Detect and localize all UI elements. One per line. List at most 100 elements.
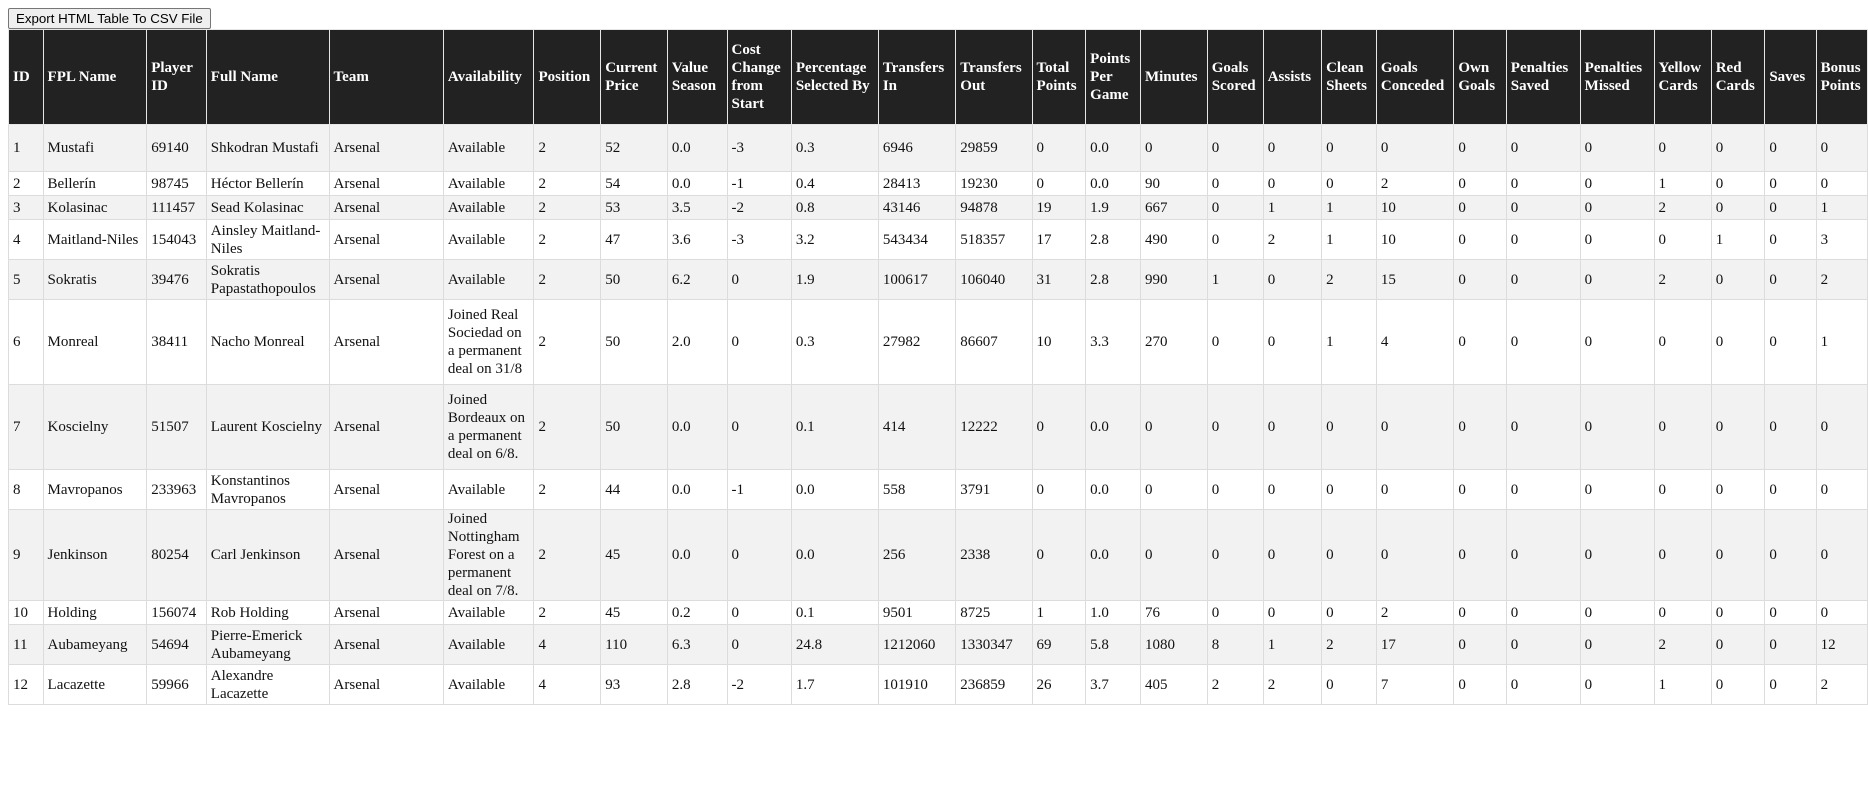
table-cell: 26 [1031, 664, 1087, 705]
table-row: 9 Jenkinson 80254 Carl Jenkinson Arsenal Join… [8, 509, 1868, 601]
table-cell: Available [442, 195, 535, 220]
table-cell: Bellerín [42, 171, 148, 196]
table-cell: Lacazette [42, 664, 148, 705]
table-cell: 52 [600, 124, 668, 172]
table-cell: Arsenal [328, 124, 444, 172]
table-cell: 31 [1031, 259, 1087, 300]
table-cell: 53 [600, 195, 668, 220]
table-cell: Available [442, 259, 535, 300]
table-cell: 0 [1453, 509, 1507, 601]
table-cell: 667 [1139, 195, 1208, 220]
table-cell: 0 [1206, 509, 1264, 601]
table-cell: 0 [1579, 124, 1655, 172]
table-cell: 0 [1815, 171, 1868, 196]
table-cell: 10 [8, 600, 44, 625]
table-cell: 0 [1764, 124, 1817, 172]
table-body: 1 Mustafi 69140 Shkodran Mustafi Arsenal Avai… [8, 124, 1868, 705]
table-cell: 0 [1321, 469, 1377, 510]
table-cell: Nacho Monreal [205, 299, 330, 385]
table-cell: 0 [1505, 469, 1581, 510]
table-cell: 12222 [955, 384, 1033, 470]
table-cell: 0 [1653, 384, 1712, 470]
table-cell: 2 [1653, 259, 1712, 300]
table-cell: Kolasinac [42, 195, 148, 220]
table-cell: 0 [1653, 299, 1712, 385]
table-cell: 2.8 [1085, 259, 1141, 300]
table-cell: 1 [1710, 219, 1766, 260]
column-header: Current Price [600, 29, 668, 125]
table-cell: 0 [1262, 259, 1323, 300]
table-cell: 38411 [146, 299, 207, 385]
table-cell: Monreal [42, 299, 148, 385]
table-cell: 0 [1579, 509, 1655, 601]
column-header: Goals Conceded [1375, 29, 1455, 125]
export-csv-button[interactable]: Export HTML Table To CSV File [8, 8, 211, 29]
table-cell: 93 [600, 664, 668, 705]
column-header: Total Points [1031, 29, 1087, 125]
table-cell: 0 [1815, 384, 1868, 470]
table-cell: 0 [1653, 219, 1712, 260]
table-cell: 154043 [146, 219, 207, 260]
table-cell: Arsenal [328, 195, 444, 220]
table-cell: 0.8 [790, 195, 879, 220]
column-header: Percentage Selected By [790, 29, 879, 125]
column-header: Transfers In [877, 29, 957, 125]
column-header: Value Season [666, 29, 728, 125]
table-cell: 0 [1579, 600, 1655, 625]
table-cell: 3791 [955, 469, 1033, 510]
table-cell: 2 [1815, 259, 1868, 300]
table-cell: 0 [1321, 509, 1377, 601]
table-cell: 4 [533, 664, 602, 705]
table-cell: 0 [1764, 259, 1817, 300]
table-cell: 51507 [146, 384, 207, 470]
table-cell: 0 [1764, 469, 1817, 510]
table-cell: -3 [726, 124, 792, 172]
table-cell: 0.0 [790, 509, 879, 601]
table-cell: 0 [726, 600, 792, 625]
table-cell: 0 [1505, 509, 1581, 601]
table-cell: Available [442, 171, 535, 196]
table-cell: 0.0 [666, 124, 728, 172]
table-cell: 0 [1579, 469, 1655, 510]
table-cell: 17 [1375, 624, 1455, 665]
column-header: FPL Name [42, 29, 148, 125]
table-row: 1 Mustafi 69140 Shkodran Mustafi Arsenal Avai… [8, 124, 1868, 172]
table-cell: Joined Real Sociedad on a permanent deal… [442, 299, 535, 385]
table-cell: 256 [877, 509, 957, 601]
table-cell: 80254 [146, 509, 207, 601]
table-cell: 0 [1453, 219, 1507, 260]
table-cell: 1 [1262, 624, 1323, 665]
table-cell: 3.7 [1085, 664, 1141, 705]
table-cell: 0 [1579, 259, 1655, 300]
table-cell: 0.0 [666, 469, 728, 510]
table-cell: 0 [1710, 600, 1766, 625]
table-row: 6 Monreal 38411 Nacho Monreal Arsenal Joined … [8, 299, 1868, 385]
table-cell: 0.0 [666, 384, 728, 470]
table-cell: -1 [726, 171, 792, 196]
table-cell: 0.0 [1085, 171, 1141, 196]
table-cell: 1 [1321, 299, 1377, 385]
table-cell: 2.0 [666, 299, 728, 385]
table-cell: 10 [1375, 195, 1455, 220]
table-cell: 2 [533, 509, 602, 601]
table-cell: 0 [1262, 469, 1323, 510]
table-cell: 3.2 [790, 219, 879, 260]
table-cell: 10 [1031, 299, 1087, 385]
table-cell: 3.5 [666, 195, 728, 220]
table-row: 5 Sokratis 39476 Sokratis Papastathopoulos A… [8, 259, 1868, 300]
column-header: Player ID [146, 29, 207, 125]
table-cell: 0 [1262, 124, 1323, 172]
table-cell: 9501 [877, 600, 957, 625]
table-cell: Maitland-Niles [42, 219, 148, 260]
table-cell: 0 [1031, 171, 1087, 196]
table-cell: 0 [1710, 171, 1766, 196]
table-cell: Aubameyang [42, 624, 148, 665]
table-row: 11 Aubameyang 54694 Pierre-Emerick Aubameya… [8, 624, 1868, 665]
table-cell: 5 [8, 259, 44, 300]
table-cell: 3 [8, 195, 44, 220]
table-cell: 98745 [146, 171, 207, 196]
table-cell: 106040 [955, 259, 1033, 300]
table-cell: 43146 [877, 195, 957, 220]
table-cell: Arsenal [328, 299, 444, 385]
table-cell: 0.0 [1085, 469, 1141, 510]
